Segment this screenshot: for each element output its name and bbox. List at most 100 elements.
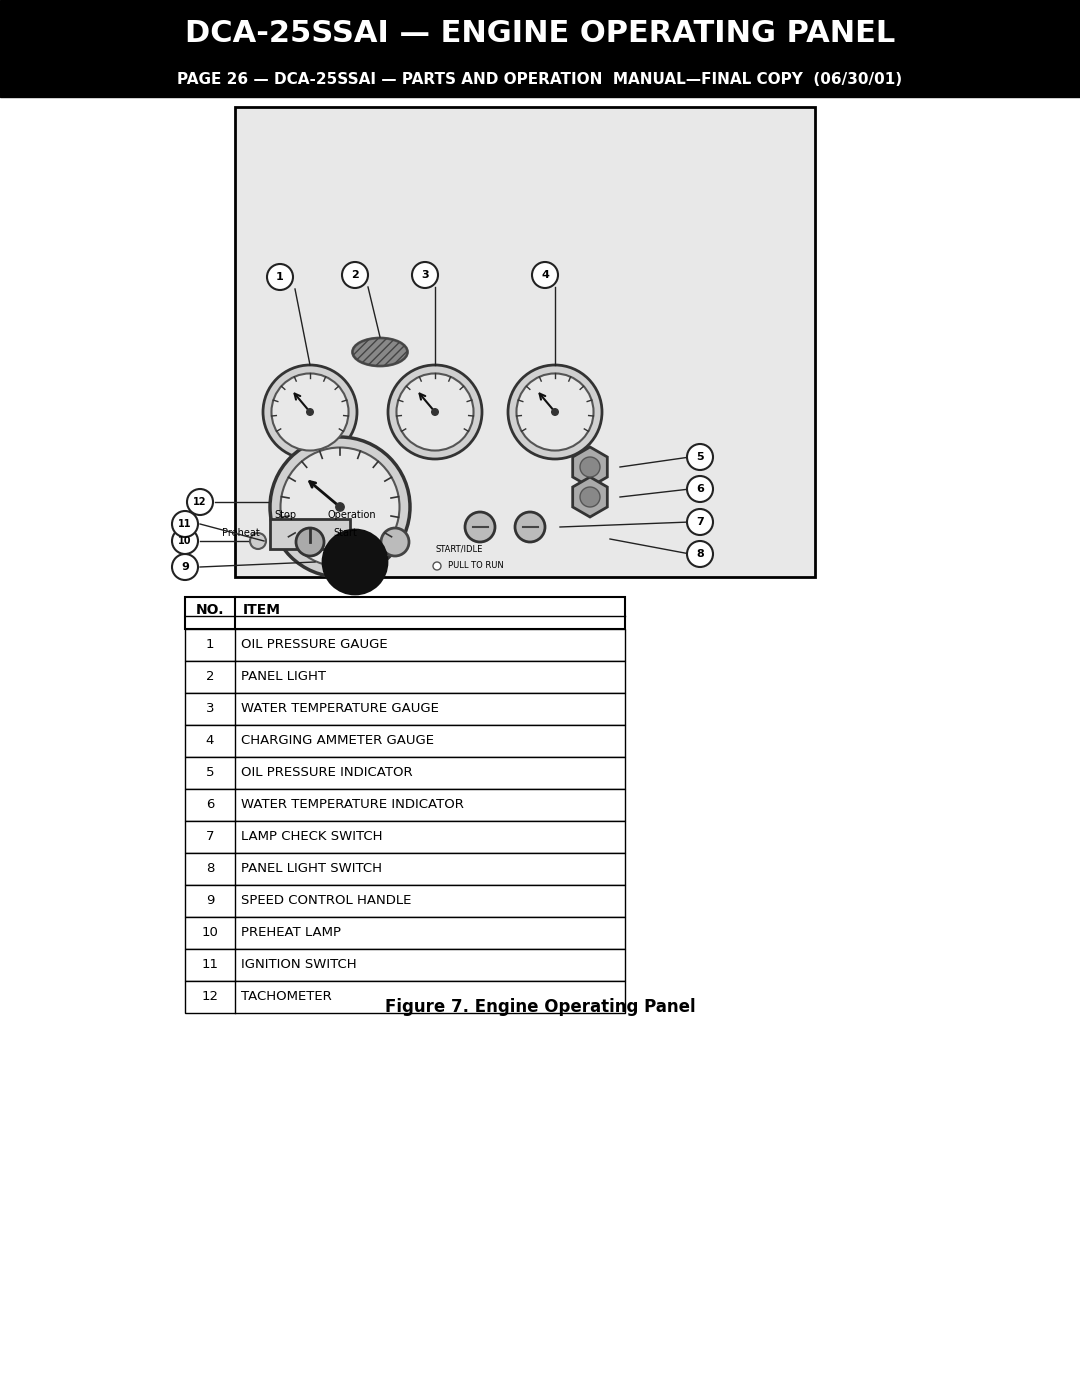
Text: 3: 3 (421, 270, 429, 279)
Bar (185, 854, 625, 886)
Bar (235, 108, 815, 577)
Polygon shape (572, 476, 607, 517)
Circle shape (267, 264, 293, 291)
Circle shape (465, 511, 495, 542)
Circle shape (172, 555, 198, 580)
Text: 6: 6 (697, 483, 704, 495)
Text: OIL PRESSURE GAUGE: OIL PRESSURE GAUGE (241, 638, 388, 651)
Text: 2: 2 (206, 671, 214, 683)
Circle shape (411, 263, 438, 288)
Text: SPEED CONTROL HANDLE: SPEED CONTROL HANDLE (241, 894, 411, 908)
Text: CHARGING AMMETER GAUGE: CHARGING AMMETER GAUGE (241, 735, 434, 747)
Text: LAMP CHECK SWITCH: LAMP CHECK SWITCH (241, 830, 382, 844)
Text: PREHEAT LAMP: PREHEAT LAMP (241, 926, 341, 940)
Bar (185, 949, 625, 981)
Circle shape (323, 529, 387, 594)
Circle shape (307, 409, 313, 415)
Text: 3: 3 (206, 703, 214, 715)
Text: 5: 5 (206, 767, 214, 780)
Bar (185, 789, 625, 821)
Text: 5: 5 (697, 453, 704, 462)
Circle shape (342, 263, 368, 288)
Text: Preheat: Preheat (222, 528, 260, 538)
Bar (185, 725, 625, 757)
Circle shape (264, 365, 357, 460)
Text: 11: 11 (178, 520, 192, 529)
Circle shape (516, 373, 594, 451)
Circle shape (270, 437, 410, 577)
Text: PANEL LIGHT: PANEL LIGHT (241, 671, 326, 683)
Bar (185, 916, 625, 949)
Text: NO.: NO. (195, 602, 225, 617)
Circle shape (172, 528, 198, 555)
Text: DCA-25SSAI — ENGINE OPERATING PANEL: DCA-25SSAI — ENGINE OPERATING PANEL (185, 20, 895, 49)
Text: ITEM: ITEM (243, 602, 281, 617)
Text: Figure 7. Engine Operating Panel: Figure 7. Engine Operating Panel (384, 997, 696, 1016)
Polygon shape (572, 447, 607, 488)
Circle shape (687, 476, 713, 502)
Text: 8: 8 (697, 549, 704, 559)
Circle shape (187, 489, 213, 515)
Text: Operation: Operation (327, 510, 376, 520)
Text: TACHOMETER: TACHOMETER (241, 990, 332, 1003)
Circle shape (580, 457, 600, 476)
Bar (185, 693, 625, 725)
Text: IGNITION SWITCH: IGNITION SWITCH (241, 958, 356, 971)
Text: WATER TEMPERATURE GAUGE: WATER TEMPERATURE GAUGE (241, 703, 438, 715)
Circle shape (432, 409, 438, 415)
Text: 10: 10 (202, 926, 218, 940)
Text: PANEL LIGHT SWITCH: PANEL LIGHT SWITCH (241, 862, 382, 876)
Text: 10: 10 (178, 536, 192, 546)
Circle shape (508, 365, 602, 460)
Circle shape (336, 503, 345, 511)
Text: 9: 9 (206, 894, 214, 908)
Text: 7: 7 (206, 830, 214, 844)
Text: Start: Start (333, 528, 356, 538)
Bar (185, 821, 625, 854)
Text: 11: 11 (202, 958, 218, 971)
Circle shape (515, 511, 545, 542)
Circle shape (296, 528, 324, 556)
Text: Stop: Stop (274, 510, 296, 520)
Text: 1: 1 (206, 638, 214, 651)
Text: 8: 8 (206, 862, 214, 876)
Text: PAGE 26 — DCA-25SSAI — PARTS AND OPERATION  MANUAL—FINAL COPY  (06/30/01): PAGE 26 — DCA-25SSAI — PARTS AND OPERATI… (177, 71, 903, 87)
Bar (270, 520, 350, 549)
Text: 12: 12 (202, 990, 218, 1003)
Bar (0, 60, 1080, 96)
Circle shape (249, 534, 266, 549)
Circle shape (396, 373, 473, 451)
Bar (185, 981, 625, 1013)
Text: 6: 6 (206, 799, 214, 812)
Text: 2: 2 (351, 270, 359, 279)
Ellipse shape (352, 338, 407, 366)
Text: WATER TEMPERATURE INDICATOR: WATER TEMPERATURE INDICATOR (241, 799, 464, 812)
Text: PULL TO RUN: PULL TO RUN (448, 562, 503, 570)
Circle shape (552, 409, 558, 415)
Circle shape (381, 528, 409, 556)
Circle shape (172, 511, 198, 536)
Text: START/IDLE: START/IDLE (435, 545, 483, 553)
Text: 4: 4 (541, 270, 549, 279)
Bar (185, 757, 625, 789)
Text: OIL PRESSURE INDICATOR: OIL PRESSURE INDICATOR (241, 767, 413, 780)
Circle shape (433, 562, 441, 570)
Circle shape (687, 444, 713, 469)
Bar (185, 886, 625, 916)
Text: 12: 12 (193, 497, 206, 507)
Text: 1: 1 (276, 272, 284, 282)
Bar (185, 661, 625, 693)
Bar (0, 0, 1080, 67)
Circle shape (687, 509, 713, 535)
Text: 7: 7 (697, 517, 704, 527)
Text: 4: 4 (206, 735, 214, 747)
Text: 9: 9 (181, 562, 189, 571)
Bar (185, 629, 625, 661)
Circle shape (687, 541, 713, 567)
Circle shape (281, 447, 400, 567)
Circle shape (532, 263, 558, 288)
Bar (185, 597, 625, 629)
Circle shape (271, 373, 349, 451)
Circle shape (388, 365, 482, 460)
Circle shape (580, 488, 600, 507)
